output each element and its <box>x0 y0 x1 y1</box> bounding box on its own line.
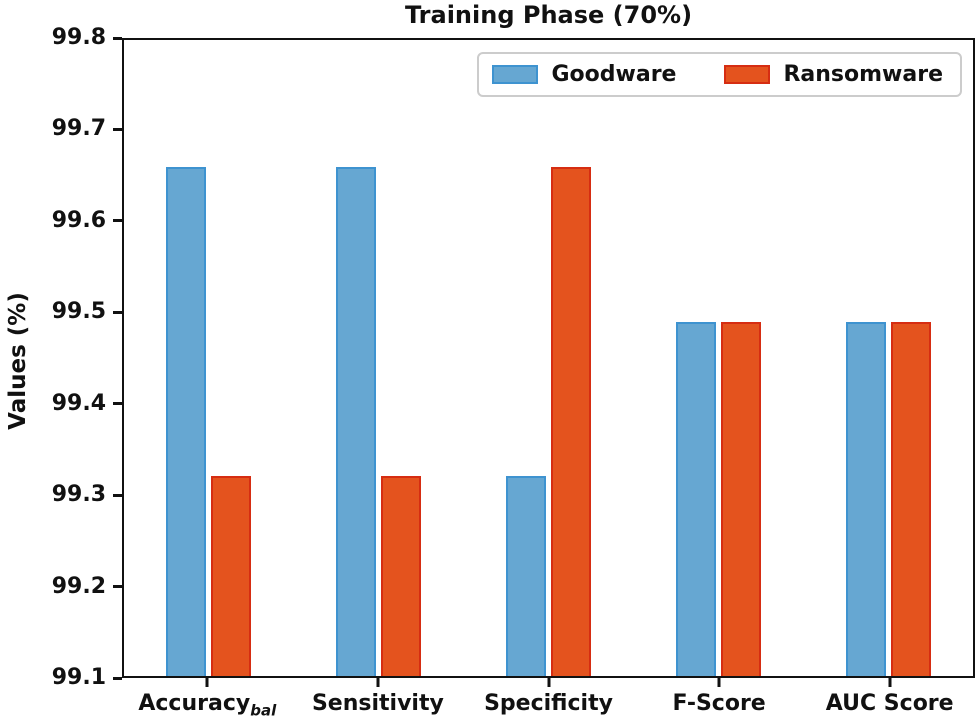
x-tick-label-f-score: F-Score <box>672 691 766 716</box>
y-tick-label: 99.1 <box>51 665 106 690</box>
legend-item-ransomware: Ransomware <box>724 62 943 87</box>
x-axis: Accuracybal Sensitivity Specificity F-Score… <box>122 678 975 725</box>
x-tick-label-accuracy: Accuracybal <box>138 691 277 720</box>
x-tick-mark-accuracy <box>205 678 209 687</box>
bar-goodware-accuracy <box>166 167 207 676</box>
legend-item-goodware: Goodware <box>492 62 676 87</box>
bar-goodware-f-score <box>675 321 716 676</box>
bar-ransomware-sensitivity <box>381 476 422 676</box>
y-tick-mark <box>113 36 122 40</box>
x-tick-label-specificity: Specificity <box>484 691 613 716</box>
bar-ransomware-auc-score <box>890 321 931 676</box>
plot-area: Goodware Ransomware <box>122 38 975 678</box>
chart-title: Training Phase (70%) <box>404 1 693 29</box>
y-tick-label: 99.5 <box>51 299 106 325</box>
y-tick-99.8: 99.8 <box>52 27 122 49</box>
y-tick-label: 99.2 <box>51 573 106 599</box>
x-tick-mark-sensitivity <box>376 678 380 687</box>
y-tick-mark <box>113 219 122 223</box>
y-tick-label: 99.3 <box>51 482 106 508</box>
y-axis: 99.8 99.7 99.6 99.5 99.4 99.3 99.2 99.1 <box>0 27 122 689</box>
y-tick-mark <box>113 493 122 497</box>
ransomware-swatch-icon <box>724 65 771 84</box>
y-tick-99.5: 99.5 <box>52 301 122 323</box>
y-tick-99.6: 99.6 <box>51 207 122 233</box>
legend-label-ransomware: Ransomware <box>783 62 943 87</box>
x-tick-mark-specificity <box>547 678 550 687</box>
x-tick-mark-f-score <box>717 678 721 687</box>
bar-goodware-specificity <box>506 476 546 676</box>
y-tick-99.1: 99.1 <box>52 667 122 689</box>
y-tick-mark <box>113 585 122 589</box>
y-tick-mark <box>113 127 122 131</box>
bar-ransomware-specificity <box>551 167 591 676</box>
y-tick-99.7: 99.7 <box>52 118 122 140</box>
goodware-swatch-icon <box>492 65 539 84</box>
y-tick-label: 99.6 <box>51 207 106 233</box>
legend-label-goodware: Goodware <box>551 62 677 87</box>
x-tick-mark-auc-score <box>888 678 892 687</box>
y-tick-mark <box>113 402 122 406</box>
y-tick-label: 99.8 <box>51 25 106 50</box>
bar-goodware-sensitivity <box>336 167 377 676</box>
y-tick-99.3: 99.3 <box>52 484 122 506</box>
x-tick-label-sensitivity: Sensitivity <box>311 691 444 716</box>
y-tick-99.4: 99.4 <box>51 390 122 416</box>
y-tick-mark <box>113 676 122 680</box>
legend: Goodware Ransomware <box>477 52 962 97</box>
y-tick-mark <box>113 310 122 314</box>
x-tick-label-auc-score: AUC Score <box>825 691 954 716</box>
y-tick-label: 99.7 <box>51 116 106 142</box>
bar-ransomware-accuracy <box>211 476 252 676</box>
y-tick-99.2: 99.2 <box>51 573 122 599</box>
y-tick-label: 99.4 <box>51 390 106 416</box>
bar-goodware-auc-score <box>845 321 886 676</box>
x-tick-label-subscript: bal <box>250 701 277 720</box>
bar-ransomware-f-score <box>720 321 761 676</box>
